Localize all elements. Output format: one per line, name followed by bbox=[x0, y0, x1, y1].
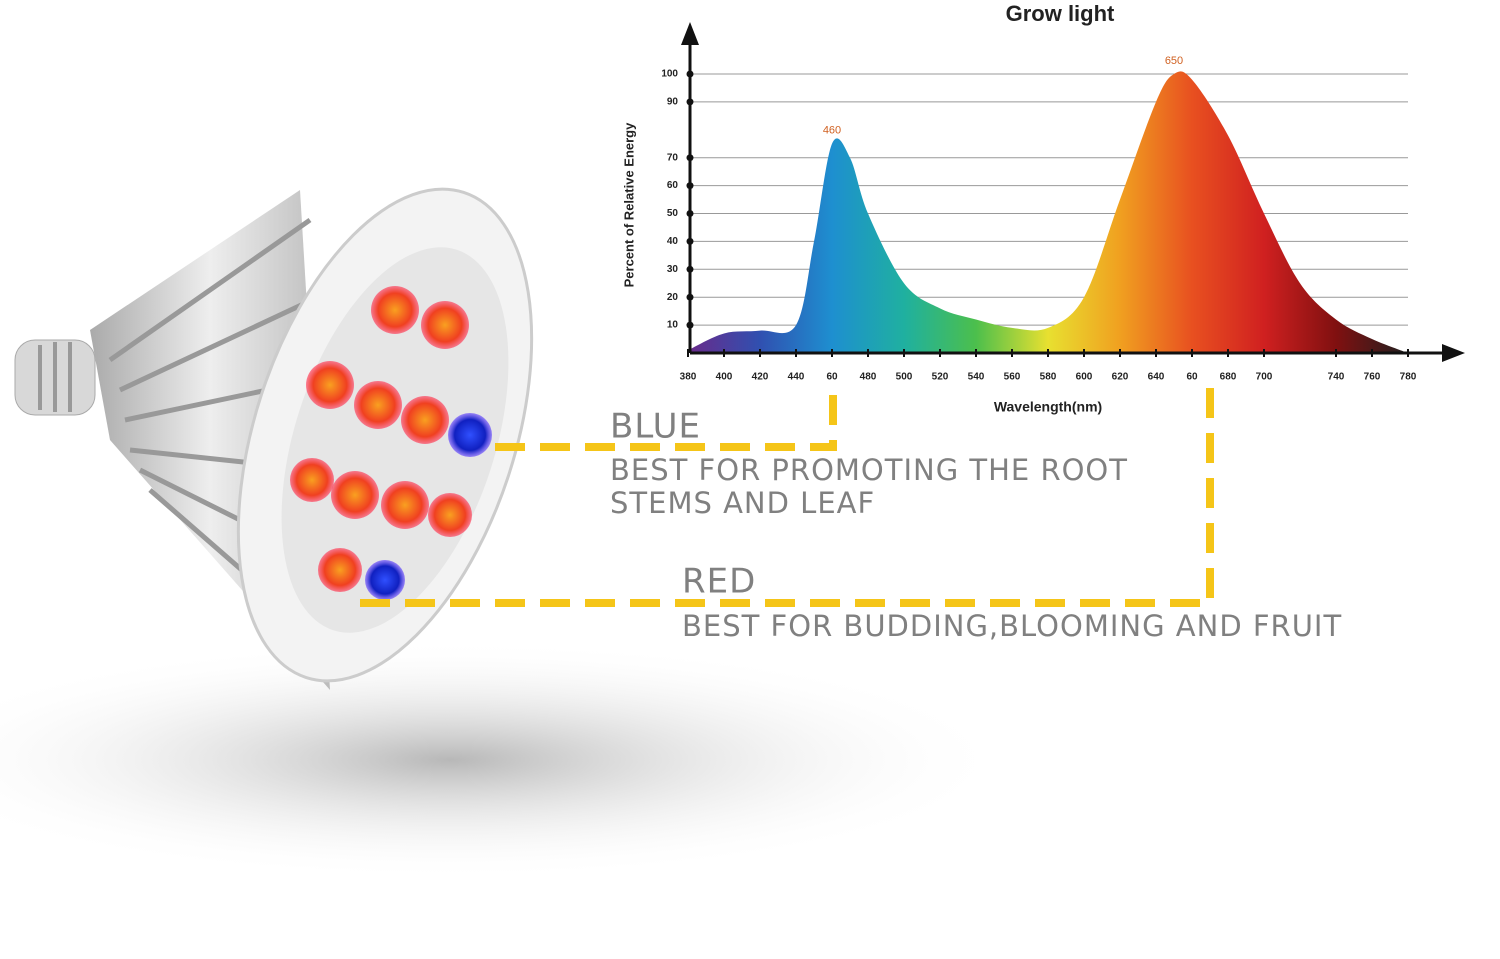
x-tick-label: 440 bbox=[788, 372, 805, 383]
x-tick-label: 480 bbox=[860, 372, 877, 383]
x-tick-label: 540 bbox=[968, 372, 985, 383]
x-tick-label: 640 bbox=[1148, 372, 1165, 383]
callout-text: BEST FOR PROMOTING THE ROOT bbox=[610, 453, 1128, 487]
y-tick-label: 90 bbox=[667, 97, 679, 108]
y-tick-label: 30 bbox=[667, 264, 679, 275]
y-axis-label: Percent of Relative Energy bbox=[621, 122, 636, 287]
x-axis-arrow bbox=[1442, 344, 1465, 362]
y-tick-label: 60 bbox=[667, 180, 679, 191]
y-tick-label: 50 bbox=[667, 208, 679, 219]
y-tick-label: 10 bbox=[667, 320, 679, 331]
x-tick-label: 400 bbox=[716, 372, 733, 383]
x-tick-label: 420 bbox=[752, 372, 769, 383]
peak-label: 650 bbox=[1165, 55, 1183, 67]
x-tick-label: 60 bbox=[1186, 372, 1198, 383]
red-connector bbox=[360, 385, 1214, 607]
x-tick-label: 560 bbox=[1004, 372, 1021, 383]
x-tick-label: 60 bbox=[826, 372, 838, 383]
y-tick-label: 70 bbox=[667, 152, 679, 163]
x-tick-label: 520 bbox=[932, 372, 949, 383]
y-tick-label: 20 bbox=[667, 292, 679, 303]
x-tick-label: 740 bbox=[1328, 372, 1345, 383]
x-tick-label: 600 bbox=[1076, 372, 1093, 383]
callout-title: BLUE bbox=[610, 407, 701, 447]
x-tick-label: 620 bbox=[1112, 372, 1129, 383]
y-tick-label: 40 bbox=[667, 236, 679, 247]
callout-text: STEMS AND LEAF bbox=[610, 486, 875, 520]
x-tick-label: 500 bbox=[896, 372, 913, 383]
callout-text: BEST FOR BUDDING,BLOOMING AND FRUIT bbox=[682, 609, 1342, 643]
x-tick-label: 680 bbox=[1220, 372, 1237, 383]
chart-title: Grow light bbox=[1006, 1, 1115, 26]
callout-title: RED bbox=[682, 562, 756, 602]
x-tick-label: 780 bbox=[1400, 372, 1417, 383]
bulb-illustration bbox=[0, 187, 1010, 880]
spectrum-area bbox=[688, 71, 1408, 353]
y-tick-label: 100 bbox=[661, 69, 678, 80]
blue-connector bbox=[495, 380, 837, 451]
peak-label: 460 bbox=[823, 125, 841, 137]
y-axis-arrow bbox=[681, 22, 699, 45]
x-tick-label: 760 bbox=[1364, 372, 1381, 383]
x-tick-label: 380 bbox=[680, 372, 697, 383]
chart: Grow light Percent of Relative Energy Wa… bbox=[621, 1, 1465, 415]
x-tick-label: 700 bbox=[1256, 372, 1273, 383]
x-tick-label: 580 bbox=[1040, 372, 1057, 383]
x-axis-label: Wavelength(nm) bbox=[994, 399, 1102, 415]
